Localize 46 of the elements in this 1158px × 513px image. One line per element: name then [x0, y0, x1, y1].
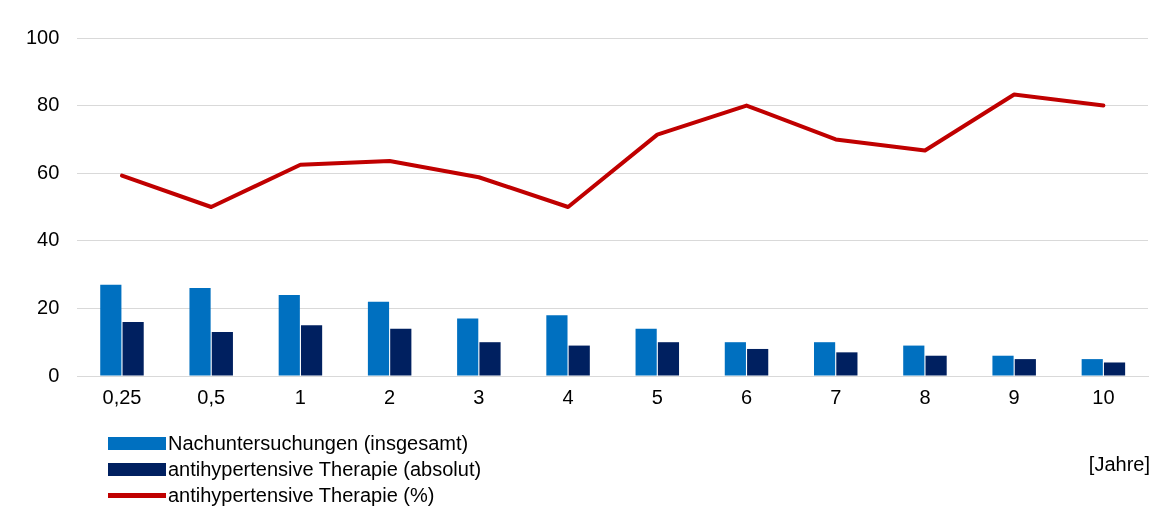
legend-label: antihypertensive Therapie (%) [168, 483, 435, 508]
bar [1081, 359, 1103, 376]
x-tick-label: 10 [1092, 385, 1115, 408]
bar [367, 301, 390, 376]
bar [390, 328, 412, 376]
x-tick-label: 7 [830, 385, 842, 408]
bar [568, 345, 590, 376]
bar [992, 355, 1014, 376]
legend-label: antihypertensive Therapie (absolut) [168, 457, 482, 482]
bar [546, 315, 568, 376]
bar [1014, 359, 1036, 376]
bar [300, 325, 323, 376]
bar [100, 284, 122, 376]
bar [457, 318, 479, 376]
x-tick-label: 2 [384, 385, 396, 408]
bar [635, 328, 657, 376]
legend-label: Nachuntersuchungen (insgesamt) [168, 431, 469, 456]
x-tick-label: 1 [294, 385, 306, 408]
bar [1103, 362, 1126, 376]
bar [903, 345, 925, 376]
bar [189, 288, 211, 376]
y-tick-label: 80 [37, 93, 60, 116]
bar [925, 355, 947, 376]
y-tick-label: 0 [48, 363, 60, 386]
bar [657, 342, 680, 376]
y-tick-label: 60 [37, 160, 60, 183]
bar [813, 342, 836, 376]
x-tick-label: 3 [473, 385, 485, 408]
bar [479, 342, 501, 376]
bar [724, 342, 746, 376]
x-tick-label: 8 [919, 385, 931, 408]
bar [747, 348, 769, 376]
x-tick-label: 0,5 [197, 385, 226, 408]
bar [211, 332, 233, 376]
x-tick-label: 6 [740, 385, 753, 408]
x-tick-label: 9 [1008, 385, 1020, 408]
bar [122, 321, 144, 376]
y-tick-label: 40 [37, 228, 60, 251]
bar [836, 352, 858, 376]
x-tick-label: 4 [562, 385, 574, 408]
y-tick-label: 100 [25, 25, 60, 48]
x-tick-label: 5 [651, 385, 663, 408]
x-tick-label: 0,25 [102, 385, 142, 408]
y-tick-label: 20 [37, 295, 60, 318]
x-axis-title: [Jahre] [1088, 452, 1150, 475]
bar [278, 294, 300, 376]
